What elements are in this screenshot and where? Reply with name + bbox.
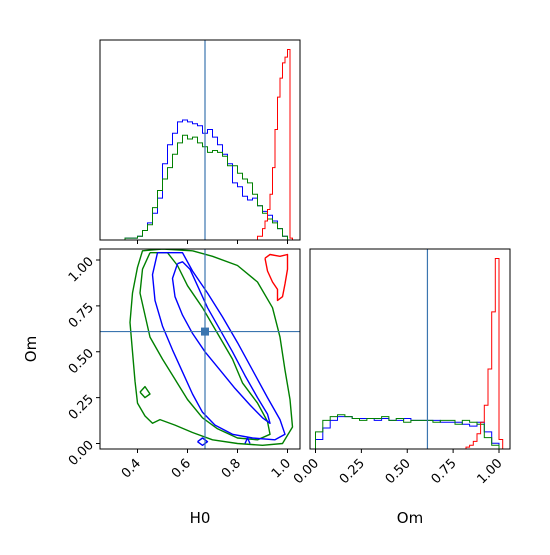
contour-green-2	[139, 385, 151, 399]
contour-blue-4	[151, 251, 286, 441]
contour-green-1	[129, 249, 294, 446]
joint-frame	[99, 248, 301, 450]
contour-blue-5	[197, 437, 209, 446]
om-marginal-frame	[309, 248, 511, 450]
contour-red-7	[264, 253, 289, 302]
Om-marginal-series	[315, 258, 504, 449]
h0-axis-tick-label: 0.6	[169, 456, 194, 481]
histogram-blue	[315, 416, 500, 449]
histogram-green	[124, 134, 288, 240]
contour-blue-6	[244, 437, 251, 444]
om-axis-tick-label: 0.75	[66, 300, 97, 331]
contour-green-0	[139, 251, 271, 441]
om-marginal-axis-tick-label: 1.00	[474, 456, 505, 487]
h0-axis-tick-label: 1.0	[269, 456, 294, 481]
histogram-red	[465, 258, 504, 449]
om-marginal-axis-tick-label: 0.75	[429, 456, 460, 487]
H0-marginal-series	[124, 49, 293, 240]
histogram-red	[257, 49, 293, 240]
om-marginal-axis-tick-label: 0.00	[291, 456, 322, 487]
contour-blue-3	[171, 261, 271, 424]
om-axis-tick-label: 1.00	[66, 254, 97, 285]
x-axis-label-om: Om	[397, 509, 423, 527]
histogram-green	[315, 414, 500, 449]
om-axis-tick-label: 0.25	[66, 392, 97, 423]
h0-axis-tick-label: 0.8	[219, 456, 244, 481]
om-marginal-axis-tick-label: 0.25	[337, 456, 368, 487]
histogram-blue	[124, 119, 288, 240]
x-axis-label-h0: H0	[190, 509, 211, 527]
om-axis-tick-label: 0.50	[66, 346, 97, 377]
H0-Om-joint-series	[129, 249, 294, 446]
h0-axis-tick-label: 0.4	[119, 456, 144, 481]
truth-marker	[201, 327, 209, 336]
om-marginal-axis-tick-label: 0.50	[383, 456, 414, 487]
om-axis-tick-label: 0.00	[66, 438, 97, 469]
y-axis-label-om: Om	[22, 336, 40, 362]
h0-marginal-frame	[99, 39, 301, 241]
